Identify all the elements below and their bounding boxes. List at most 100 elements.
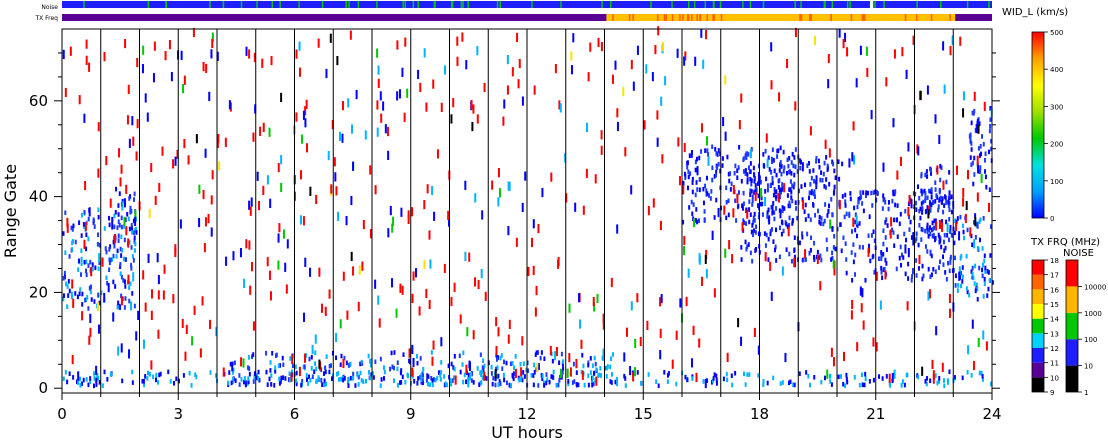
data-point [71, 279, 74, 289]
data-point [964, 213, 967, 224]
data-point [824, 139, 827, 149]
data-cell [337, 371, 340, 376]
data-cell [872, 377, 875, 383]
topbar-0-accent [450, 1, 453, 8]
data-cell [593, 370, 596, 376]
data-point [376, 48, 379, 58]
data-cell [938, 379, 941, 384]
data-point [927, 209, 930, 219]
data-cell [920, 226, 923, 232]
data-cell [362, 379, 365, 384]
data-cell [610, 372, 613, 377]
data-cell [481, 375, 484, 380]
y-tick-label: 20 [29, 283, 48, 301]
topbar-0-accent [749, 1, 752, 8]
data-cell [779, 209, 782, 215]
data-cell [848, 213, 851, 218]
data-point [474, 277, 477, 287]
data-point [412, 357, 415, 368]
data-cell [713, 215, 716, 220]
data-cell [78, 291, 81, 297]
data-cell [694, 159, 697, 165]
data-cell [795, 206, 798, 211]
data-cell [896, 234, 899, 240]
data-cell [862, 208, 865, 214]
data-cell [715, 169, 718, 175]
data-cell [122, 278, 125, 283]
data-cell [965, 253, 968, 259]
x-axis-label: UT hours [491, 423, 563, 441]
txfreq-colorbar-band [1032, 362, 1044, 378]
data-point [103, 52, 106, 62]
data-cell [182, 373, 185, 378]
data-point [301, 134, 304, 144]
data-cell [280, 375, 283, 381]
data-point [352, 161, 355, 171]
data-cell [490, 364, 493, 370]
data-point [629, 365, 632, 376]
data-cell [749, 188, 752, 194]
data-point [705, 249, 708, 260]
txfreq-colorbar-band [1032, 333, 1044, 348]
data-cell [813, 194, 816, 199]
data-cell [962, 229, 965, 235]
data-point [518, 58, 521, 69]
data-cell [959, 255, 962, 261]
data-point [127, 84, 130, 94]
data-point [919, 90, 922, 100]
data-point [884, 270, 887, 280]
data-point [443, 65, 446, 75]
data-cell [490, 371, 493, 376]
data-cell [793, 382, 796, 388]
data-cell [705, 188, 708, 193]
x-tick-label: 24 [982, 405, 1001, 423]
data-point [592, 296, 595, 307]
data-point [495, 346, 498, 356]
data-cell [825, 177, 828, 182]
data-cell [624, 383, 627, 388]
x-axis-ticks: 0 3 6 9 12 15 18 21 24 [57, 393, 1002, 423]
data-point [295, 112, 298, 122]
data-cell [194, 372, 197, 377]
data-cell [108, 247, 111, 252]
data-cell [730, 373, 733, 379]
data-point [521, 202, 524, 213]
data-cell [562, 366, 565, 371]
data-cell [934, 187, 937, 192]
data-point [579, 319, 582, 329]
data-point [929, 289, 932, 299]
data-point [423, 199, 426, 210]
data-cell [647, 372, 650, 377]
data-cell [93, 371, 96, 376]
data-cell [725, 215, 728, 221]
data-cell [858, 244, 861, 250]
data-point [971, 319, 974, 329]
data-cell [126, 211, 129, 217]
data-point [157, 290, 160, 300]
data-point [875, 342, 878, 352]
data-point [700, 123, 703, 133]
data-cell [749, 250, 752, 256]
data-cell [956, 216, 959, 221]
data-point [211, 170, 214, 180]
data-point [593, 302, 596, 312]
data-cell [855, 233, 858, 239]
topbar-0-accent [348, 1, 350, 8]
data-point [309, 186, 312, 196]
data-point [450, 114, 453, 124]
data-cell [120, 215, 123, 221]
data-point [195, 134, 198, 144]
data-cell [788, 156, 791, 161]
data-point [507, 334, 510, 344]
data-point [153, 41, 156, 51]
data-cell [924, 244, 927, 249]
data-point [982, 330, 985, 340]
data-point [207, 214, 210, 224]
data-point [377, 295, 380, 305]
data-point [286, 239, 289, 249]
data-point [350, 195, 353, 206]
data-cell [354, 383, 357, 388]
data-point [309, 267, 312, 277]
data-cell [927, 234, 930, 239]
data-cell [762, 152, 765, 157]
